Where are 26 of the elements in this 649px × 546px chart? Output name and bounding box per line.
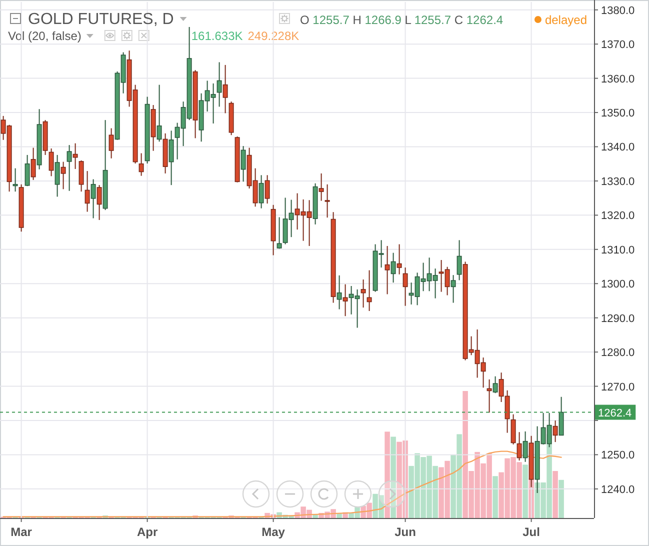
ref-line-label: 1262.4: [598, 407, 632, 420]
y-tick-label: 1320.0: [601, 210, 635, 222]
y-tick-label: 1280.0: [601, 347, 635, 360]
y-tick-label: 1270.0: [601, 381, 635, 394]
y-tick-label: 1330.0: [601, 176, 635, 188]
y-tick-label: 1380.0: [601, 4, 635, 17]
x-tick-label: Jun: [394, 525, 416, 539]
x-tick-label: Jul: [522, 525, 540, 539]
y-tick-label: 1250.0: [601, 450, 635, 462]
y-tick-label: 1300.0: [601, 278, 635, 291]
y-tick-label: 1360.0: [601, 73, 635, 86]
x-tick-label: Mar: [10, 525, 32, 539]
y-tick-label: 1290.0: [601, 312, 635, 325]
annotation: 161.633K: [191, 29, 243, 43]
chart-title: Vol (20, false): [8, 29, 82, 43]
y-tick-label: 1310.0: [601, 244, 635, 256]
annotation: 249.228K: [248, 29, 300, 43]
annotation: delayed: [544, 13, 587, 27]
x-tick-label: May: [262, 525, 286, 539]
y-tick-label: 1340.0: [601, 142, 635, 154]
y-tick-label: 1240.0: [601, 484, 635, 496]
text: GOLD FUTURES, D: [28, 11, 174, 28]
x-tick-label: Apr: [136, 525, 158, 539]
annotation: O 1255.7 H 1266.9 L 1255.7 C 1262.4: [300, 13, 504, 27]
y-tick-label: 1370.0: [601, 39, 635, 52]
y-tick-label: 1350.0: [601, 108, 635, 120]
